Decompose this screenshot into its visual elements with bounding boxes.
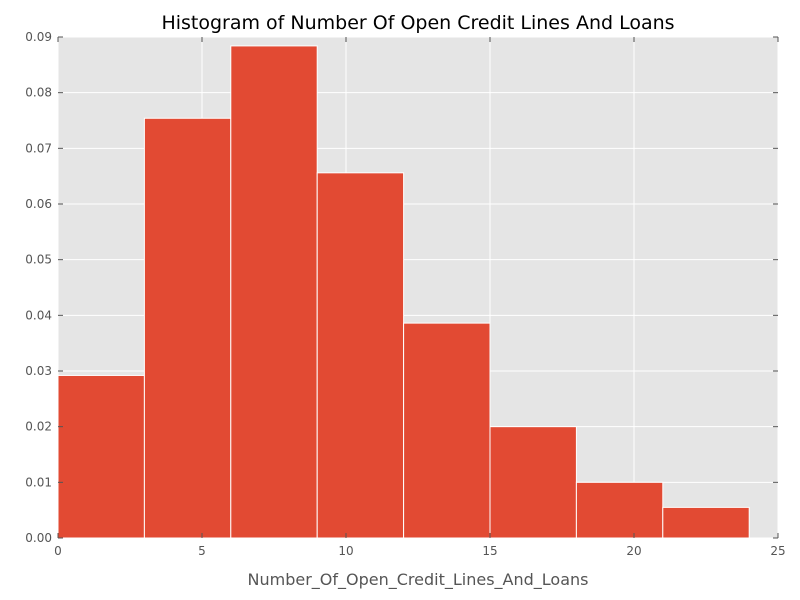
chart-title: Histogram of Number Of Open Credit Lines… bbox=[161, 12, 674, 34]
histogram-bar bbox=[489, 426, 577, 539]
histogram-bar bbox=[57, 374, 145, 539]
x-tick-label: 15 bbox=[482, 544, 497, 558]
histogram-bar bbox=[403, 322, 491, 539]
histogram-bar bbox=[316, 172, 405, 539]
x-tick-label: 0 bbox=[54, 544, 62, 558]
histogram-bar bbox=[143, 117, 232, 539]
histogram-bar bbox=[575, 481, 664, 539]
bars bbox=[57, 45, 750, 539]
y-tick-label: 0.00 bbox=[25, 531, 52, 545]
y-tick-label: 0.02 bbox=[25, 420, 52, 434]
ticks bbox=[57, 36, 779, 539]
x-tick-label: 25 bbox=[770, 544, 785, 558]
histogram-bar bbox=[662, 506, 750, 539]
histogram-bar bbox=[230, 45, 318, 539]
x-tick-label: 10 bbox=[338, 544, 353, 558]
y-tick-label: 0.01 bbox=[25, 475, 52, 489]
y-tick-label: 0.09 bbox=[25, 30, 52, 44]
x-axis-label: Number_Of_Open_Credit_Lines_And_Loans bbox=[248, 570, 589, 590]
y-tick-label: 0.07 bbox=[25, 141, 52, 155]
y-tick-label: 0.06 bbox=[25, 197, 52, 211]
tick-labels: 0 5 10 15 20 25 0.00 0.01 0.02 0.03 0.04 0.05 0.06 0.… bbox=[25, 30, 785, 558]
y-tick-label: 0.03 bbox=[25, 364, 52, 378]
x-tick-label: 20 bbox=[626, 544, 641, 558]
y-tick-label: 0.04 bbox=[25, 308, 52, 322]
y-tick-label: 0.08 bbox=[25, 86, 52, 100]
y-tick-label: 0.05 bbox=[25, 253, 52, 267]
x-tick-label: 5 bbox=[198, 544, 206, 558]
